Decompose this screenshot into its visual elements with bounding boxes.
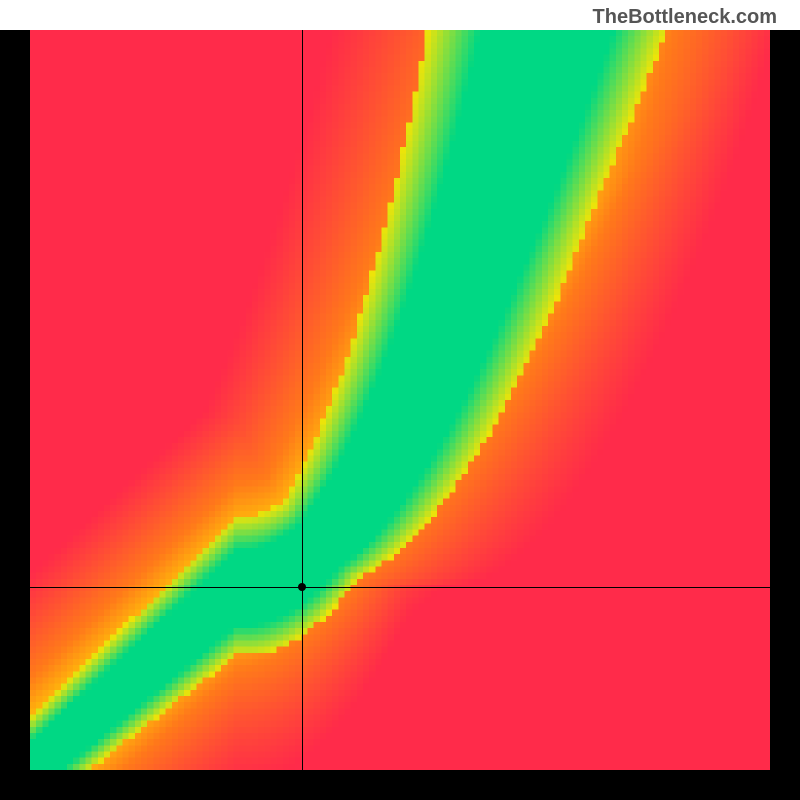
crosshair-horizontal — [30, 587, 770, 588]
watermark-label: TheBottleneck.com — [593, 6, 777, 29]
bottleneck-heatmap — [30, 30, 770, 770]
crosshair-marker-dot — [298, 583, 306, 591]
crosshair-vertical — [302, 30, 303, 770]
